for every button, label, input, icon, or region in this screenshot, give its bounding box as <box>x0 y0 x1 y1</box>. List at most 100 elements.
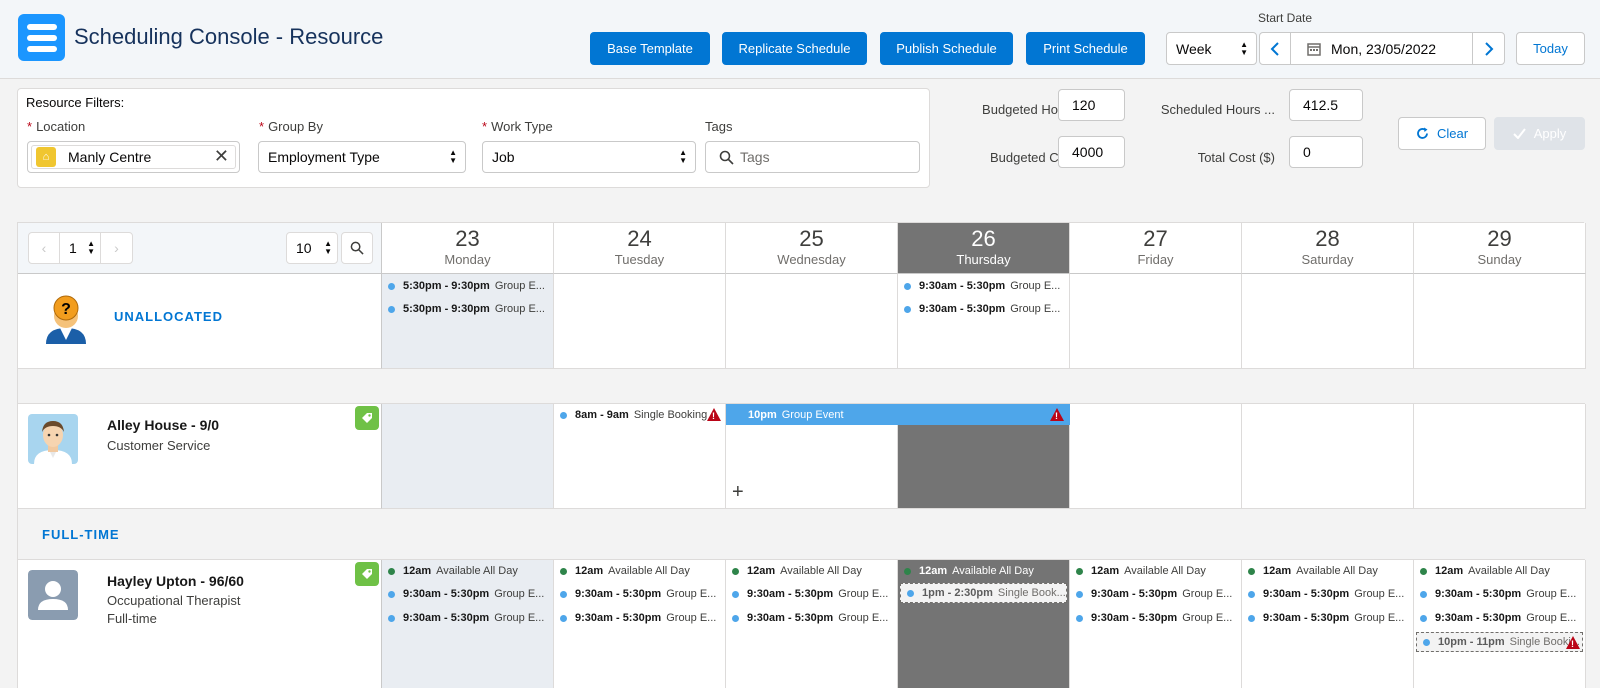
cell-hayley-wed[interactable]: 12am Available All Day 9:30am - 5:30pm Gro… <box>726 560 898 688</box>
group-event-bar[interactable]: 10pm Group Event <box>726 404 1070 425</box>
start-date-field[interactable]: Mon, 23/05/2022 <box>1290 32 1473 65</box>
resource-name[interactable]: Hayley Upton - 96/60 <box>107 573 244 589</box>
work-type-select[interactable]: Job ▲ ▼ <box>482 141 696 173</box>
group-row-fulltime: FULL-TIME <box>18 509 1585 560</box>
cell-hayley-sun[interactable]: 12am Available All Day 9:30am - 5:30pm Gro… <box>1414 560 1586 688</box>
resource-row-alley[interactable]: Alley House - 9/0 Customer Service <box>18 404 382 509</box>
total-cost-field[interactable]: 0 <box>1289 136 1363 168</box>
shift-event[interactable]: 9:30am - 5:30pm Group E... <box>732 584 893 604</box>
shift-event[interactable]: 9:30am - 5:30pm Group E... <box>1076 608 1237 628</box>
budgeted-hours-field[interactable]: 120 <box>1058 89 1125 121</box>
today-button[interactable]: Today <box>1516 32 1585 65</box>
cell-unalloc-sun[interactable] <box>1414 274 1586 369</box>
chevron-left-icon <box>1270 41 1279 56</box>
prev-page-button[interactable]: ‹ <box>28 232 60 264</box>
calendar-icon <box>1307 42 1321 56</box>
cell-alley-mon[interactable] <box>382 404 554 509</box>
shift-event[interactable]: 9:30am - 5:30pm Group E... <box>904 276 1065 296</box>
availability-event[interactable]: 12am Available All Day <box>1076 561 1237 581</box>
day-header-fri: 27 Friday <box>1070 223 1242 274</box>
shift-event[interactable]: 9:30am - 5:30pm Group E... <box>560 608 721 628</box>
cell-alley-sun[interactable] <box>1414 404 1586 509</box>
shift-event[interactable]: 9:30am - 5:30pm Group E... <box>560 584 721 604</box>
replicate-schedule-button[interactable]: Replicate Schedule <box>722 32 867 65</box>
budgeted-hours-label: Budgeted Hours <box>982 102 1076 117</box>
day-number: 28 <box>1315 226 1340 251</box>
clear-button[interactable]: Clear <box>1398 117 1486 150</box>
tags-search[interactable]: Tags <box>705 141 920 173</box>
availability-event[interactable]: 12am Available All Day <box>1248 561 1409 581</box>
schedule-grid: ‹ 1 ▲ ▼ › 10 ▲ ▼ 23 Monday 24 Tuesday 25 Wedn… <box>17 222 1586 688</box>
apply-button[interactable]: Apply <box>1494 117 1585 150</box>
shift-event[interactable]: 9:30am - 5:30pm Group E... <box>1248 608 1409 628</box>
location-field[interactable]: ⌂ Manly Centre ✕ <box>27 141 240 173</box>
shift-event[interactable]: 9:30am - 5:30pm Group E... <box>1420 584 1581 604</box>
unallocated-avatar-icon: ? <box>46 295 86 344</box>
shift-event[interactable]: 8am - 9am Single Booking <box>560 405 723 425</box>
shift-event[interactable]: 9:30am - 5:30pm Group E... <box>1076 584 1237 604</box>
cell-hayley-fri[interactable]: 12am Available All Day 9:30am - 5:30pm Gro… <box>1070 560 1242 688</box>
shift-event[interactable]: 9:30am - 5:30pm Group E... <box>732 608 893 628</box>
shift-event[interactable]: 10pm - 11pm Single Booki... <box>1416 632 1583 652</box>
day-number: 25 <box>799 226 824 251</box>
cell-alley-sat[interactable] <box>1242 404 1414 509</box>
shift-event[interactable]: 9:30am - 5:30pm Group E... <box>388 608 549 628</box>
work-type-label: * Work Type <box>482 119 553 134</box>
group-by-value: Employment Type <box>268 149 380 165</box>
group-by-select[interactable]: Employment Type ▲ ▼ <box>258 141 466 173</box>
cell-unalloc-fri[interactable] <box>1070 274 1242 369</box>
warning-icon <box>707 408 721 421</box>
cell-unalloc-mon[interactable]: 5:30pm - 9:30pm Group E... 5:30pm - 9:30p… <box>382 274 554 369</box>
clear-label: Clear <box>1436 126 1469 141</box>
location-label: * Location <box>27 119 86 134</box>
shift-event[interactable]: 1pm - 2:30pm Single Book... <box>900 583 1067 603</box>
cell-unalloc-wed[interactable] <box>726 274 898 369</box>
next-page-button[interactable]: › <box>100 232 133 264</box>
cell-hayley-sat[interactable]: 12am Available All Day 9:30am - 5:30pm Gro… <box>1242 560 1414 688</box>
cell-hayley-mon[interactable]: 12am Available All Day 9:30am - 5:30pm Gro… <box>382 560 554 688</box>
cell-hayley-tue[interactable]: 12am Available All Day 9:30am - 5:30pm Gro… <box>554 560 726 688</box>
resource-name[interactable]: Alley House - 9/0 <box>107 417 220 433</box>
updown-icon: ▲ ▼ <box>324 239 332 256</box>
availability-event[interactable]: 12am Available All Day <box>904 561 1065 581</box>
print-schedule-button[interactable]: Print Schedule <box>1026 32 1145 65</box>
shift-event[interactable]: 5:30pm - 9:30pm Group E... <box>388 299 549 319</box>
page-size-field[interactable]: 10 ▲ ▼ <box>286 232 338 264</box>
cell-hayley-thu[interactable]: 12am Available All Day 1pm - 2:30pm Single… <box>898 560 1070 688</box>
base-template-button[interactable]: Base Template <box>590 32 710 65</box>
tag-icon[interactable] <box>355 562 379 586</box>
cell-unalloc-thu[interactable]: 9:30am - 5:30pm Group E... 9:30am - 5:30p… <box>898 274 1070 369</box>
resource-row-hayley[interactable]: Hayley Upton - 96/60 Occupational Therap… <box>18 560 382 688</box>
shift-event[interactable]: 9:30am - 5:30pm Group E... <box>388 584 549 604</box>
group-label: FULL-TIME <box>42 527 120 542</box>
search-icon <box>719 150 734 165</box>
availability-event[interactable]: 12am Available All Day <box>732 561 893 581</box>
availability-event[interactable]: 12am Available All Day <box>388 561 549 581</box>
shift-event[interactable]: 5:30pm - 9:30pm Group E... <box>388 276 549 296</box>
app-icon <box>18 14 65 61</box>
shift-event[interactable]: 9:30am - 5:30pm Group E... <box>1248 584 1409 604</box>
view-select[interactable]: Week ▲ ▼ <box>1166 32 1257 65</box>
shift-event[interactable]: 9:30am - 5:30pm Group E... <box>1420 608 1581 628</box>
cell-alley-fri[interactable] <box>1070 404 1242 509</box>
shift-event[interactable]: 9:30am - 5:30pm Group E... <box>904 299 1065 319</box>
publish-schedule-button[interactable]: Publish Schedule <box>880 32 1013 65</box>
location-pill[interactable]: ⌂ Manly Centre ✕ <box>31 145 236 169</box>
cell-alley-tue[interactable]: 8am - 9am Single Booking <box>554 404 726 509</box>
cell-unalloc-tue[interactable] <box>554 274 726 369</box>
location-value: Manly Centre <box>68 149 152 165</box>
tag-icon[interactable] <box>355 406 379 430</box>
cell-unalloc-sat[interactable] <box>1242 274 1414 369</box>
next-week-button[interactable] <box>1472 32 1505 65</box>
remove-icon[interactable]: ✕ <box>213 146 229 166</box>
search-button[interactable] <box>341 232 373 264</box>
day-header-sun: 29 Sunday <box>1414 223 1586 274</box>
add-shift-icon[interactable]: + <box>732 481 744 503</box>
availability-event[interactable]: 12am Available All Day <box>1420 561 1581 581</box>
avatar <box>28 570 78 620</box>
scheduled-hours-field[interactable]: 412.5 <box>1289 89 1363 121</box>
availability-event[interactable]: 12am Available All Day <box>560 561 721 581</box>
budgeted-cost-field[interactable]: 4000 <box>1058 136 1125 168</box>
prev-week-button[interactable] <box>1259 32 1291 65</box>
page-number-field[interactable]: 1 ▲ ▼ <box>59 232 101 264</box>
